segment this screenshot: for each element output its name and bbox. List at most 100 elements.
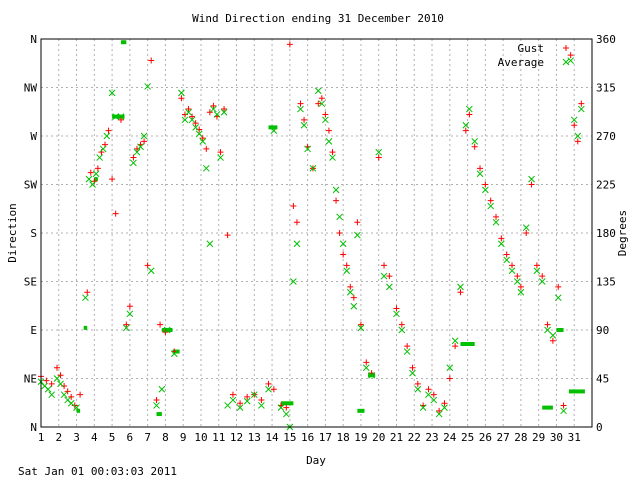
gust-point [117,116,124,123]
gust-point [430,391,437,398]
y-tick-label-left: SW [24,179,38,192]
average-point [435,410,443,418]
average-point [122,324,130,332]
average-point [446,364,454,372]
y-tick-label-right: 90 [596,324,609,337]
steady-wind-segment [357,408,365,413]
y-tick-label-right: 225 [596,179,616,192]
average-point [322,116,329,124]
y-axis-label-left: Direction [6,203,19,263]
average-point [457,283,464,291]
gust-point [224,232,231,239]
gust-point [64,388,71,395]
x-tick-label: 14 [265,431,279,444]
average-point [99,145,107,153]
average-point [570,116,578,124]
gust-point [301,116,308,123]
gust-point [325,127,332,134]
average-point [137,143,144,151]
x-tick-label: 12 [230,431,243,444]
gust-point [386,273,393,280]
average-point [398,326,406,334]
average-point [229,396,237,404]
legend-gust-symbol [563,45,569,51]
average-point [210,105,217,113]
average-point [140,132,148,140]
average-point [153,402,160,409]
average-point [82,294,89,302]
average-point [544,326,551,334]
average-point [44,385,52,393]
average-point [202,164,210,172]
average-point [339,240,347,248]
gust-point [333,197,340,204]
x-tick-label: 2 [55,431,62,444]
gust-point [381,262,388,269]
y-tick-label-left: N [30,421,37,434]
gust-point [487,197,494,204]
average-point [386,283,393,291]
gust-point [105,127,112,134]
gust-point [141,138,148,145]
average-point [48,391,56,399]
gust-point [283,404,290,411]
gust-point [297,100,304,107]
gust-point [514,273,521,280]
y-tick-label-right: 315 [596,82,616,95]
x-tick-label: 23 [425,431,438,444]
legend-average-symbol [562,58,570,66]
gust-point [192,120,199,127]
gust-point [466,111,473,118]
y-axis-right-ticks: 0 45 90 135 180 225 270 315 360 [596,33,616,434]
gust-point [375,154,382,161]
average-point [117,113,125,120]
average-point [471,138,479,145]
average-point [96,154,104,161]
y-tick-label-right: 360 [596,33,616,46]
average-point [73,404,80,411]
average-point [574,132,582,140]
average-point [497,240,505,248]
average-point [414,385,422,393]
gust-point [203,145,210,152]
legend: Gust Average [498,42,570,69]
x-tick-label: 17 [319,431,332,444]
y-tick-label-left: W [30,130,37,143]
x-tick-label: 30 [550,431,563,444]
average-point [108,89,116,97]
average-point [185,108,192,116]
gust-point [555,283,562,290]
gust-point [425,386,432,393]
average-point [170,350,178,358]
gust-point [544,321,551,328]
gust-point [528,181,535,188]
average-point [577,105,585,113]
average-point [554,294,562,302]
gust-point [229,391,236,398]
gust-point [315,100,322,107]
steady-wind-segment [460,342,475,347]
legend-average-marker [562,58,570,66]
steady-wind-segment [556,328,564,332]
average-point [332,186,340,194]
gust-point [258,397,265,404]
average-point [476,170,484,178]
average-point [354,231,361,239]
average-point [419,404,427,411]
x-tick-label: 16 [301,431,314,444]
y-tick-label-right: 0 [596,421,603,434]
steady-wind-segment [268,125,278,130]
gust-point [265,380,272,387]
data-points [37,41,585,431]
average-point [346,288,354,296]
average-point [357,324,365,332]
average-point [163,326,171,334]
average-point [522,224,530,231]
average-point [343,267,351,275]
gust-point [123,321,130,328]
average-point [126,310,134,318]
x-tick-label: 28 [514,431,527,444]
gust-point [244,393,251,400]
gust-point [436,407,443,414]
